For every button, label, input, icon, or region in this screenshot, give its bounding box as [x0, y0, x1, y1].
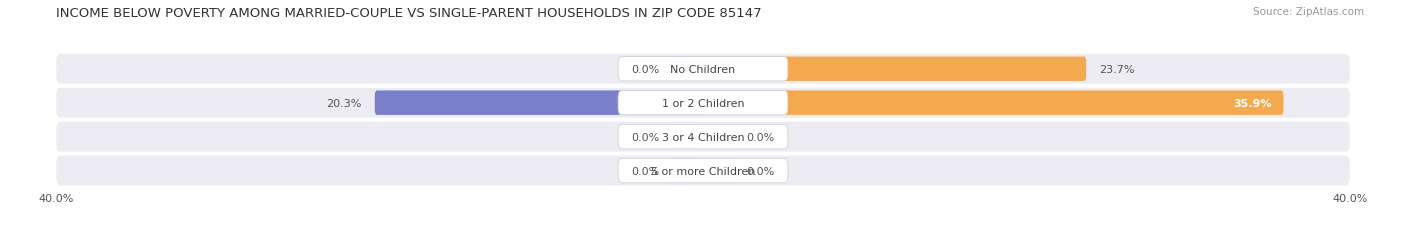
Text: 0.0%: 0.0% — [747, 166, 775, 176]
Text: INCOME BELOW POVERTY AMONG MARRIED-COUPLE VS SINGLE-PARENT HOUSEHOLDS IN ZIP COD: INCOME BELOW POVERTY AMONG MARRIED-COUPL… — [56, 7, 762, 20]
Text: 0.0%: 0.0% — [631, 132, 659, 142]
FancyBboxPatch shape — [619, 125, 787, 149]
FancyBboxPatch shape — [375, 91, 703, 116]
FancyBboxPatch shape — [703, 57, 1087, 82]
Text: 3 or 4 Children: 3 or 4 Children — [662, 132, 744, 142]
FancyBboxPatch shape — [703, 91, 1284, 116]
Text: 0.0%: 0.0% — [631, 166, 659, 176]
FancyBboxPatch shape — [619, 57, 787, 82]
Text: Source: ZipAtlas.com: Source: ZipAtlas.com — [1253, 7, 1364, 17]
FancyBboxPatch shape — [619, 159, 787, 183]
Text: 35.9%: 35.9% — [1233, 98, 1272, 108]
FancyBboxPatch shape — [56, 156, 1350, 186]
Text: 23.7%: 23.7% — [1099, 64, 1135, 74]
FancyBboxPatch shape — [703, 125, 738, 149]
Text: No Children: No Children — [671, 64, 735, 74]
FancyBboxPatch shape — [56, 122, 1350, 152]
FancyBboxPatch shape — [668, 57, 703, 82]
FancyBboxPatch shape — [668, 125, 703, 149]
FancyBboxPatch shape — [619, 91, 787, 116]
Text: 0.0%: 0.0% — [631, 64, 659, 74]
FancyBboxPatch shape — [56, 88, 1350, 118]
Text: 5 or more Children: 5 or more Children — [651, 166, 755, 176]
Text: 1 or 2 Children: 1 or 2 Children — [662, 98, 744, 108]
Text: 0.0%: 0.0% — [747, 132, 775, 142]
Text: 20.3%: 20.3% — [326, 98, 361, 108]
FancyBboxPatch shape — [668, 159, 703, 183]
FancyBboxPatch shape — [703, 159, 738, 183]
FancyBboxPatch shape — [56, 55, 1350, 84]
